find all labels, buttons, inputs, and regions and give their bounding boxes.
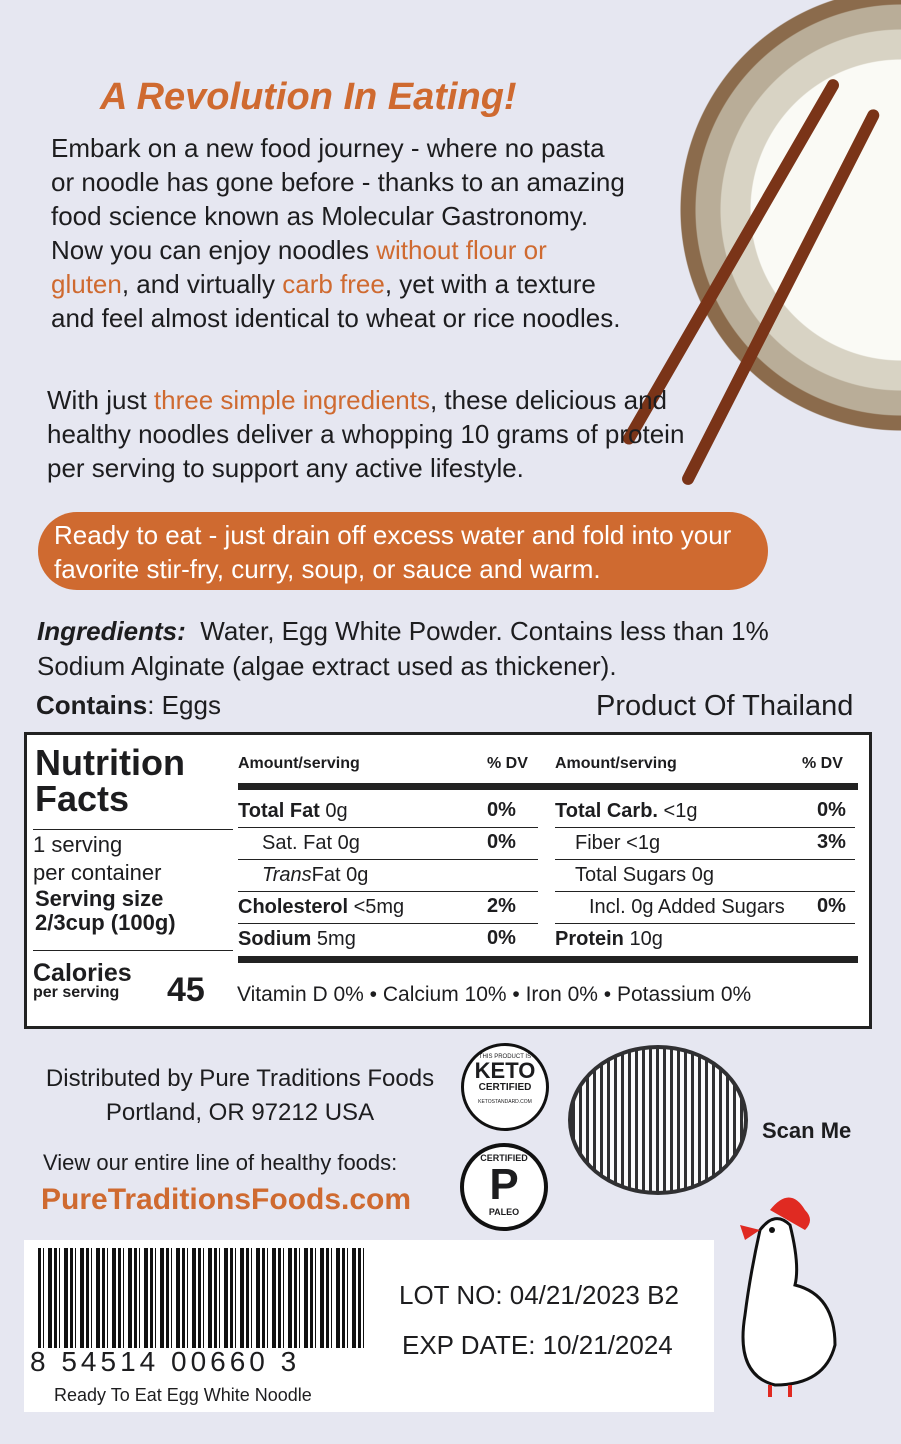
- barcode-caption: Ready To Eat Egg White Noodle: [54, 1385, 312, 1405]
- header-amount: Amount/serving: [555, 755, 677, 772]
- nutrient-row: Total Sugars 0g: [555, 859, 714, 891]
- nutrient-name: Sodium: [238, 928, 312, 950]
- nutrient-name: Trans: [262, 864, 312, 886]
- lot-number: LOT NO: 04/21/2023 B2: [399, 1280, 679, 1310]
- distributor: Distributed by Pure Traditions Foods Port…: [45, 1065, 435, 1126]
- nutrient-name: Fat 0g: [311, 864, 369, 886]
- view-line: View our entire line of healthy foods:: [43, 1150, 398, 1175]
- nutrient-name: Fiber: [575, 832, 621, 854]
- nutrient-dv: 0%: [487, 799, 516, 821]
- ingredients: Ingredients: Water, Egg White Powder. Co…: [37, 616, 769, 681]
- nutrient-row: Protein 10g: [555, 923, 663, 955]
- nutrient-row: Fiber <1g: [555, 827, 660, 859]
- ingredients-paragraph: With just three simple ingredients, thes…: [47, 385, 685, 483]
- expiration-date: EXP DATE: 10/21/2024: [402, 1330, 673, 1360]
- callout-banner: Ready to eat - just drain off excess wat…: [38, 512, 768, 590]
- serving-size: Serving size 2/3cup (100g): [35, 886, 176, 935]
- headline: A Revolution In Eating!: [100, 76, 517, 118]
- website-link[interactable]: PureTraditionsFoods.com: [41, 1183, 412, 1216]
- nutrient-amount: 0g: [325, 800, 348, 822]
- rooster-mascot-icon: [740, 1197, 837, 1397]
- nutrient-amount: 0g: [691, 864, 714, 886]
- nutrient-name: Cholesterol: [238, 896, 349, 918]
- qr-code[interactable]: [568, 1045, 748, 1195]
- nutrient-dv: 0%: [487, 831, 516, 853]
- nutrient-name: Protein: [555, 928, 624, 950]
- barcode-panel: 8 54514 00660 3 Ready To Eat Egg White N…: [24, 1240, 714, 1412]
- nutrient-dv: 0%: [817, 799, 846, 821]
- nutrient-amount: 5mg: [316, 928, 356, 950]
- barcode-number: 8 54514 00660 3: [30, 1346, 301, 1377]
- nutrient-row: Sat. Fat 0g: [238, 827, 360, 859]
- barcode: [38, 1248, 368, 1348]
- header-dv: % DV: [802, 755, 843, 772]
- servings-per-container: per container: [33, 860, 162, 885]
- allergens: Contains: Eggs: [36, 690, 221, 720]
- servings: 1 serving: [33, 832, 123, 857]
- vitamins-minerals: Vitamin D 0% • Calcium 10% • Iron 0% • P…: [237, 983, 752, 1006]
- nutrient-amount: <5mg: [353, 896, 405, 918]
- nutrient-row: Total Carb. <1g: [555, 795, 697, 827]
- nutrient-amount: <1g: [626, 832, 661, 854]
- intro-paragraph: Embark on a new food journey - where no …: [51, 133, 625, 333]
- nutrient-name: Total Sugars: [575, 864, 687, 886]
- header-dv: % DV: [487, 755, 528, 772]
- nutrient-row: Cholesterol <5mg: [238, 891, 404, 923]
- calories-value: 45: [167, 971, 205, 1009]
- paleo-certified-badge: CERTIFIED P PALEO: [460, 1143, 548, 1231]
- nutrient-dv: 2%: [487, 895, 516, 917]
- nutrient-row: Incl. 0g Added Sugars: [555, 891, 785, 923]
- calories-label: Calories per serving: [33, 959, 132, 1002]
- nutrient-dv: 3%: [817, 831, 846, 853]
- nutrient-name: Incl. 0g Added Sugars: [589, 896, 785, 918]
- nutrient-amount: <1g: [663, 800, 698, 822]
- nutrient-row: Sodium 5mg: [238, 923, 356, 955]
- nutrient-name: Sat. Fat: [262, 832, 333, 854]
- country-of-origin: Product Of Thailand: [596, 690, 854, 722]
- nutrient-dv: 0%: [817, 895, 846, 917]
- nutrient-amount: 10g: [629, 928, 663, 950]
- nutrient-row: Total Fat 0g: [238, 795, 348, 827]
- nutrient-name: Total Fat: [238, 800, 320, 822]
- keto-certified-badge: THIS PRODUCT IS KETO CERTIFIED KETOSTAND…: [461, 1043, 549, 1131]
- nutrient-name: Total Carb.: [555, 800, 658, 822]
- nutrient-dv: 0%: [487, 927, 516, 949]
- header-amount: Amount/serving: [238, 755, 360, 772]
- scan-me-label: Scan Me: [762, 1118, 852, 1143]
- nutrition-title: Nutrition Facts: [35, 742, 185, 819]
- nutrient-row: TransFat 0g: [238, 859, 368, 891]
- nutrition-facts-panel: Nutrition Facts 1 serving per container S…: [24, 732, 872, 1029]
- nutrient-amount: 0g: [337, 832, 360, 854]
